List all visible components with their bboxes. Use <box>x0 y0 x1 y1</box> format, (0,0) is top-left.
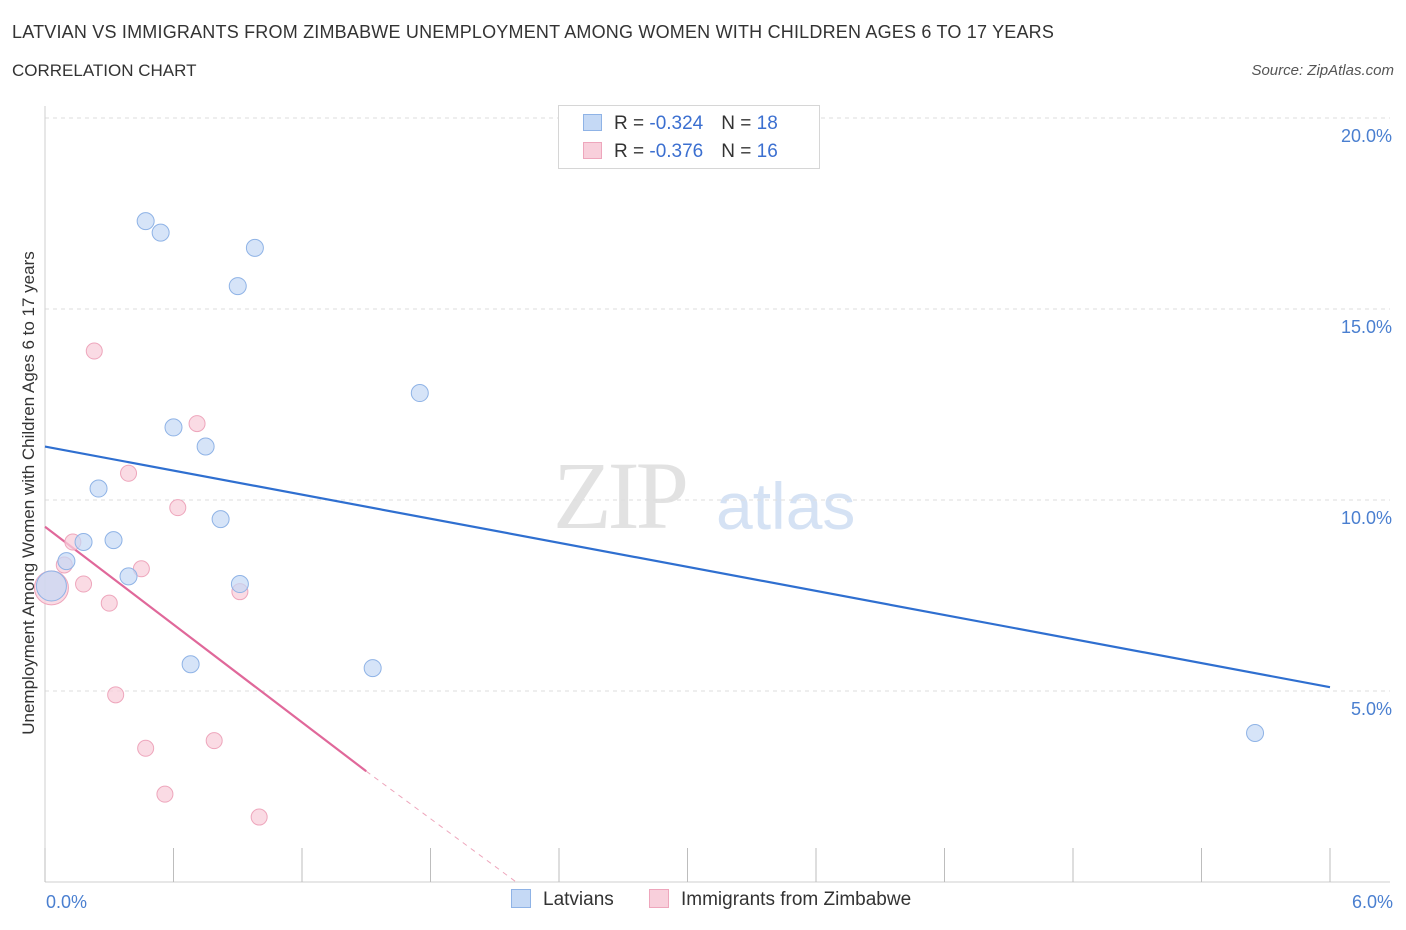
grid-lines <box>45 117 1390 692</box>
point-latvians <box>151 223 170 242</box>
point-latvians <box>1246 724 1265 743</box>
y-tick-label: 15.0% <box>1341 317 1392 337</box>
bottom-legend-zimbabwe: Immigrants from Zimbabwe <box>649 889 911 911</box>
bottom-legend-label-zimbabwe: Immigrants from Zimbabwe <box>681 889 912 910</box>
point-latvians <box>35 570 67 602</box>
point-latvians <box>245 238 264 257</box>
legend-n-label: N = <box>721 141 757 162</box>
point-latvians <box>181 655 200 674</box>
point-zimbabwe <box>250 808 268 826</box>
point-zimbabwe <box>107 686 125 704</box>
legend-r-label: R = <box>614 113 650 134</box>
y-tick-label: 10.0% <box>1341 508 1392 528</box>
chart-title: LATVIAN VS IMMIGRANTS FROM ZIMBABWE UNEM… <box>12 22 1055 42</box>
point-latvians <box>164 418 183 437</box>
y-tick-label: 20.0% <box>1341 126 1392 146</box>
correlation-legend: R = -0.324 N = 18 R = -0.376 N = 16 <box>558 105 820 169</box>
point-latvians <box>228 277 247 296</box>
point-latvians <box>196 437 215 456</box>
point-latvians <box>230 575 249 594</box>
bottom-legend-swatch-latvians <box>511 889 531 908</box>
bottom-legend-swatch-zimbabwe <box>649 889 669 908</box>
point-zimbabwe <box>205 732 223 750</box>
source-label: Source: ZipAtlas.com <box>1251 62 1394 79</box>
bottom-legend-label-latvians: Latvians <box>543 889 614 910</box>
watermark-zip: ZIP <box>553 442 689 549</box>
point-zimbabwe <box>120 464 138 482</box>
point-latvians <box>136 212 155 231</box>
trend-line-zimbabwe-extension <box>365 770 517 883</box>
point-zimbabwe <box>132 560 150 578</box>
point-zimbabwe <box>75 575 93 593</box>
trend-line-zimbabwe <box>44 525 367 773</box>
point-latvians <box>119 567 138 586</box>
legend-r-value: -0.324 <box>649 113 704 134</box>
point-zimbabwe <box>100 594 118 612</box>
point-zimbabwe <box>85 342 103 360</box>
legend-swatch-latvians <box>583 114 602 131</box>
point-zimbabwe <box>137 739 155 757</box>
point-latvians <box>57 552 76 571</box>
point-latvians <box>74 533 93 552</box>
tick-labels: 5.0% 10.0% 15.0% 20.0% 0.0% 6.0% <box>46 126 1393 912</box>
watermark-atlas: atlas <box>716 469 856 543</box>
y-tick-label: 5.0% <box>1351 699 1392 719</box>
legend-n-value: 16 <box>756 141 778 162</box>
point-latvians <box>104 531 123 550</box>
point-latvians <box>211 510 230 529</box>
data-points <box>33 212 1265 826</box>
axes <box>44 106 1390 883</box>
point-latvians <box>89 479 108 498</box>
legend-row-zimbabwe: R = -0.376 N = 16 <box>583 139 778 165</box>
point-latvians <box>363 659 382 678</box>
trend-lines <box>44 445 1331 883</box>
point-latvians <box>410 384 429 403</box>
x-tick-label: 0.0% <box>46 892 87 912</box>
y-axis-label: Unemployment Among Women with Children A… <box>19 251 38 735</box>
legend-row-latvians: R = -0.324 N = 18 <box>583 111 778 137</box>
point-zimbabwe <box>156 785 174 803</box>
trend-line-latvians <box>44 445 1331 689</box>
point-zimbabwe <box>188 415 206 433</box>
legend-r-value: -0.376 <box>649 141 704 162</box>
x-tick-label: 6.0% <box>1352 892 1393 912</box>
point-zimbabwe <box>169 499 187 517</box>
chart-subtitle: CORRELATION CHART <box>12 61 197 80</box>
legend-n-label: N = <box>721 113 757 134</box>
bottom-legend-latvians: Latvians <box>511 889 614 911</box>
legend-swatch-zimbabwe <box>583 142 602 159</box>
legend-r-label: R = <box>614 141 650 162</box>
legend-n-value: 18 <box>756 113 778 134</box>
